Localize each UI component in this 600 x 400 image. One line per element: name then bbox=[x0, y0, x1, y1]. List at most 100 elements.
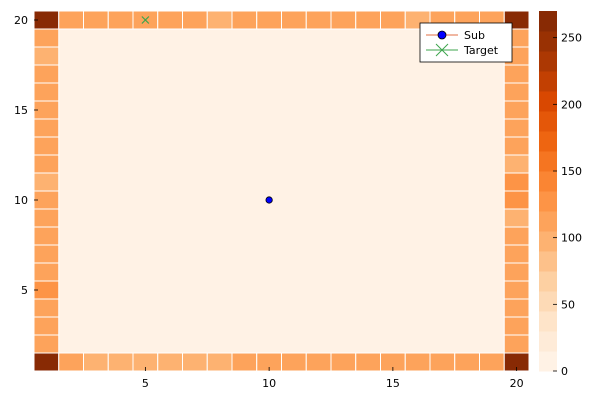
colorbar-segment bbox=[539, 91, 557, 112]
heatmap-cell bbox=[355, 352, 381, 372]
heatmap-cell bbox=[33, 262, 60, 282]
heatmap-cell bbox=[503, 136, 530, 156]
heatmap-cell bbox=[503, 226, 530, 246]
heatmap-cell bbox=[58, 10, 84, 30]
heatmap-cell bbox=[503, 244, 530, 264]
heatmap-cell bbox=[83, 352, 109, 372]
x-tick-label: 15 bbox=[386, 377, 400, 390]
heatmap-cell bbox=[503, 100, 530, 120]
colorbar-segment bbox=[539, 51, 557, 72]
heatmap-cell bbox=[503, 82, 530, 102]
heatmap-cell bbox=[83, 10, 109, 30]
colorbar-segment bbox=[539, 71, 557, 92]
heatmap-cell bbox=[429, 352, 456, 372]
heatmap-cells bbox=[33, 10, 530, 372]
heatmap-cell bbox=[33, 244, 60, 264]
colorbar-segment bbox=[539, 271, 557, 292]
heatmap-cell bbox=[33, 82, 60, 102]
heatmap-cell bbox=[503, 334, 530, 354]
heatmap-cell bbox=[33, 28, 60, 48]
legend: Sub Target bbox=[419, 22, 513, 63]
colorbar-segment bbox=[539, 251, 557, 272]
heatmap-cell bbox=[157, 352, 183, 372]
heatmap-cell bbox=[503, 154, 530, 174]
heatmap-cell bbox=[305, 10, 332, 30]
heatmap-cell bbox=[503, 190, 530, 210]
colorbar-segment bbox=[539, 331, 557, 352]
heatmap-cell bbox=[330, 10, 357, 30]
heatmap-cell bbox=[503, 262, 530, 282]
y-tick-label: 10 bbox=[14, 194, 28, 207]
colorbar-tick-label: 100 bbox=[561, 232, 582, 245]
heatmap-cell bbox=[33, 136, 60, 156]
colorbar-tick-label: 50 bbox=[561, 298, 575, 311]
marker-target bbox=[141, 16, 150, 24]
legend-label: Sub bbox=[464, 29, 485, 42]
heatmap-cell bbox=[454, 352, 480, 372]
heatmap-cell bbox=[256, 10, 282, 30]
heatmap-cell bbox=[206, 352, 233, 372]
heatmap-cell bbox=[182, 352, 208, 372]
heatmap-cell bbox=[33, 208, 60, 228]
colorbar-segment bbox=[539, 31, 557, 52]
heatmap-cell bbox=[33, 226, 60, 246]
heatmap-cell bbox=[330, 352, 357, 372]
heatmap-cell bbox=[33, 352, 60, 372]
colorbar-segment bbox=[539, 111, 557, 132]
heatmap-cell bbox=[33, 334, 60, 354]
heatmap-cell bbox=[503, 316, 530, 336]
heatmap-cell bbox=[33, 172, 60, 192]
heatmap-cell bbox=[281, 352, 307, 372]
heatmap-cell bbox=[355, 10, 381, 30]
x-tick-label: 20 bbox=[510, 377, 524, 390]
heatmap-cell bbox=[182, 10, 208, 30]
colorbar-segment bbox=[539, 191, 557, 212]
heatmap-cell bbox=[33, 46, 60, 66]
colorbar-segment bbox=[539, 351, 557, 372]
heatmap-cell bbox=[305, 352, 332, 372]
heatmap-cell bbox=[503, 208, 530, 228]
legend-marker bbox=[437, 30, 447, 40]
heatmap-cell bbox=[503, 280, 530, 300]
heatmap-interior bbox=[34, 11, 529, 371]
colorbar-segment bbox=[539, 311, 557, 332]
heatmap-cell bbox=[503, 64, 530, 84]
heatmap-cell bbox=[503, 172, 530, 192]
colorbar-tick-label: 250 bbox=[561, 32, 582, 45]
heatmap-cell bbox=[503, 118, 530, 138]
y-tick-label: 20 bbox=[14, 14, 28, 27]
legend-item: Sub bbox=[426, 29, 485, 42]
colorbar-segment bbox=[539, 131, 557, 152]
heatmap-cell bbox=[107, 352, 134, 372]
legend-item: Target bbox=[426, 43, 499, 57]
heatmap-cell bbox=[33, 298, 60, 318]
colorbar-tick-label: 200 bbox=[561, 98, 582, 111]
heatmap-cell bbox=[33, 154, 60, 174]
colorbar-segment bbox=[539, 211, 557, 232]
y-tick-label: 15 bbox=[14, 104, 28, 117]
heatmap-cell bbox=[157, 10, 183, 30]
colorbar-tick-label: 150 bbox=[561, 165, 582, 178]
heatmap-cell bbox=[231, 10, 258, 30]
marker-stroke bbox=[141, 16, 150, 24]
colorbar-segment bbox=[539, 11, 557, 32]
colorbar-segment bbox=[539, 291, 557, 312]
heatmap-cell bbox=[33, 118, 60, 138]
legend-marker bbox=[435, 43, 449, 57]
heatmap-cell bbox=[33, 316, 60, 336]
colorbar-tick-label: 0 bbox=[561, 365, 568, 378]
data-markers bbox=[141, 16, 273, 204]
heatmap-cell bbox=[404, 352, 431, 372]
heatmap-cell bbox=[206, 10, 233, 30]
heatmap-cell bbox=[33, 64, 60, 84]
colorbar-segment bbox=[539, 151, 557, 172]
colorbar-segment bbox=[539, 231, 557, 252]
heatmap-cell bbox=[503, 298, 530, 318]
marker-sub bbox=[265, 196, 273, 204]
heatmap-cell bbox=[479, 352, 505, 372]
heatmap-cell bbox=[231, 352, 258, 372]
legend-box bbox=[419, 22, 513, 63]
heatmap-cell bbox=[380, 10, 406, 30]
heatmap-cell bbox=[281, 10, 307, 30]
